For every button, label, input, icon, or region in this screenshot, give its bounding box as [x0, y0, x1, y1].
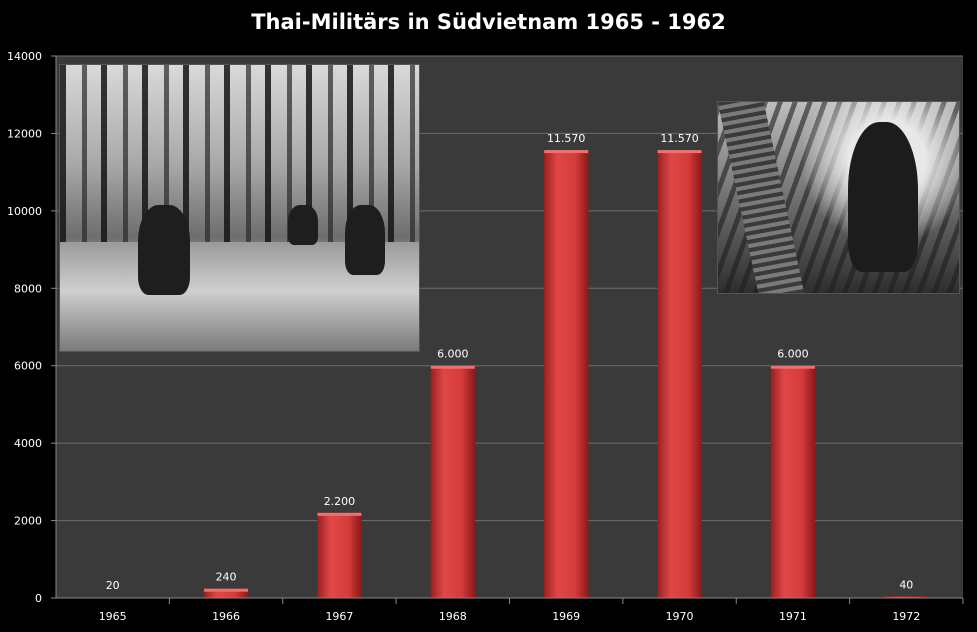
data-label-1967: 2.200 [324, 495, 356, 508]
data-label-1969: 11.570 [547, 132, 586, 145]
x-tick-label-1967: 1967 [325, 610, 353, 623]
bar-top-highlight [204, 588, 249, 592]
y-tick-label: 6000 [14, 360, 42, 373]
x-tick-label-1965: 1965 [99, 610, 127, 623]
x-tick-label-1966: 1966 [212, 610, 240, 623]
y-tick-label: 12000 [7, 127, 42, 140]
data-label-1972: 40 [899, 578, 913, 591]
data-label-1965: 20 [106, 579, 120, 592]
chart-title: Thai-Militärs in Südvietnam 1965 - 1962 [251, 10, 726, 34]
bar-1971 [770, 365, 816, 599]
x-tick-label-1972: 1972 [892, 610, 920, 623]
bar-1970 [657, 149, 702, 599]
x-tick-label-1970: 1970 [666, 610, 694, 623]
x-tick-label-1969: 1969 [552, 610, 580, 623]
y-tick-label: 8000 [14, 282, 42, 295]
x-tick-label-1971: 1971 [779, 610, 807, 623]
bar-1967 [317, 512, 362, 599]
bar-top-highlight [317, 512, 362, 516]
x-tick-label-1968: 1968 [439, 610, 467, 623]
bar-1968 [430, 365, 476, 599]
bar-1969 [543, 149, 589, 599]
bar-top-highlight [544, 150, 589, 154]
y-tick-label: 0 [35, 592, 42, 605]
y-tick-label: 2000 [14, 515, 42, 528]
bar-top-highlight [657, 150, 702, 154]
photo-soldiers-palm-grove [59, 64, 420, 352]
photo-soldier-with-rifle [717, 101, 960, 294]
data-label-1970: 11.570 [660, 132, 699, 145]
data-label-1966: 240 [216, 571, 237, 584]
bar-top-highlight [430, 365, 475, 369]
bar-top-highlight [770, 365, 815, 369]
y-tick-label: 4000 [14, 437, 42, 450]
y-tick-label: 10000 [7, 205, 42, 218]
data-label-1968: 6.000 [437, 348, 469, 361]
data-label-1971: 6.000 [777, 348, 809, 361]
y-tick-label: 14000 [7, 50, 42, 63]
